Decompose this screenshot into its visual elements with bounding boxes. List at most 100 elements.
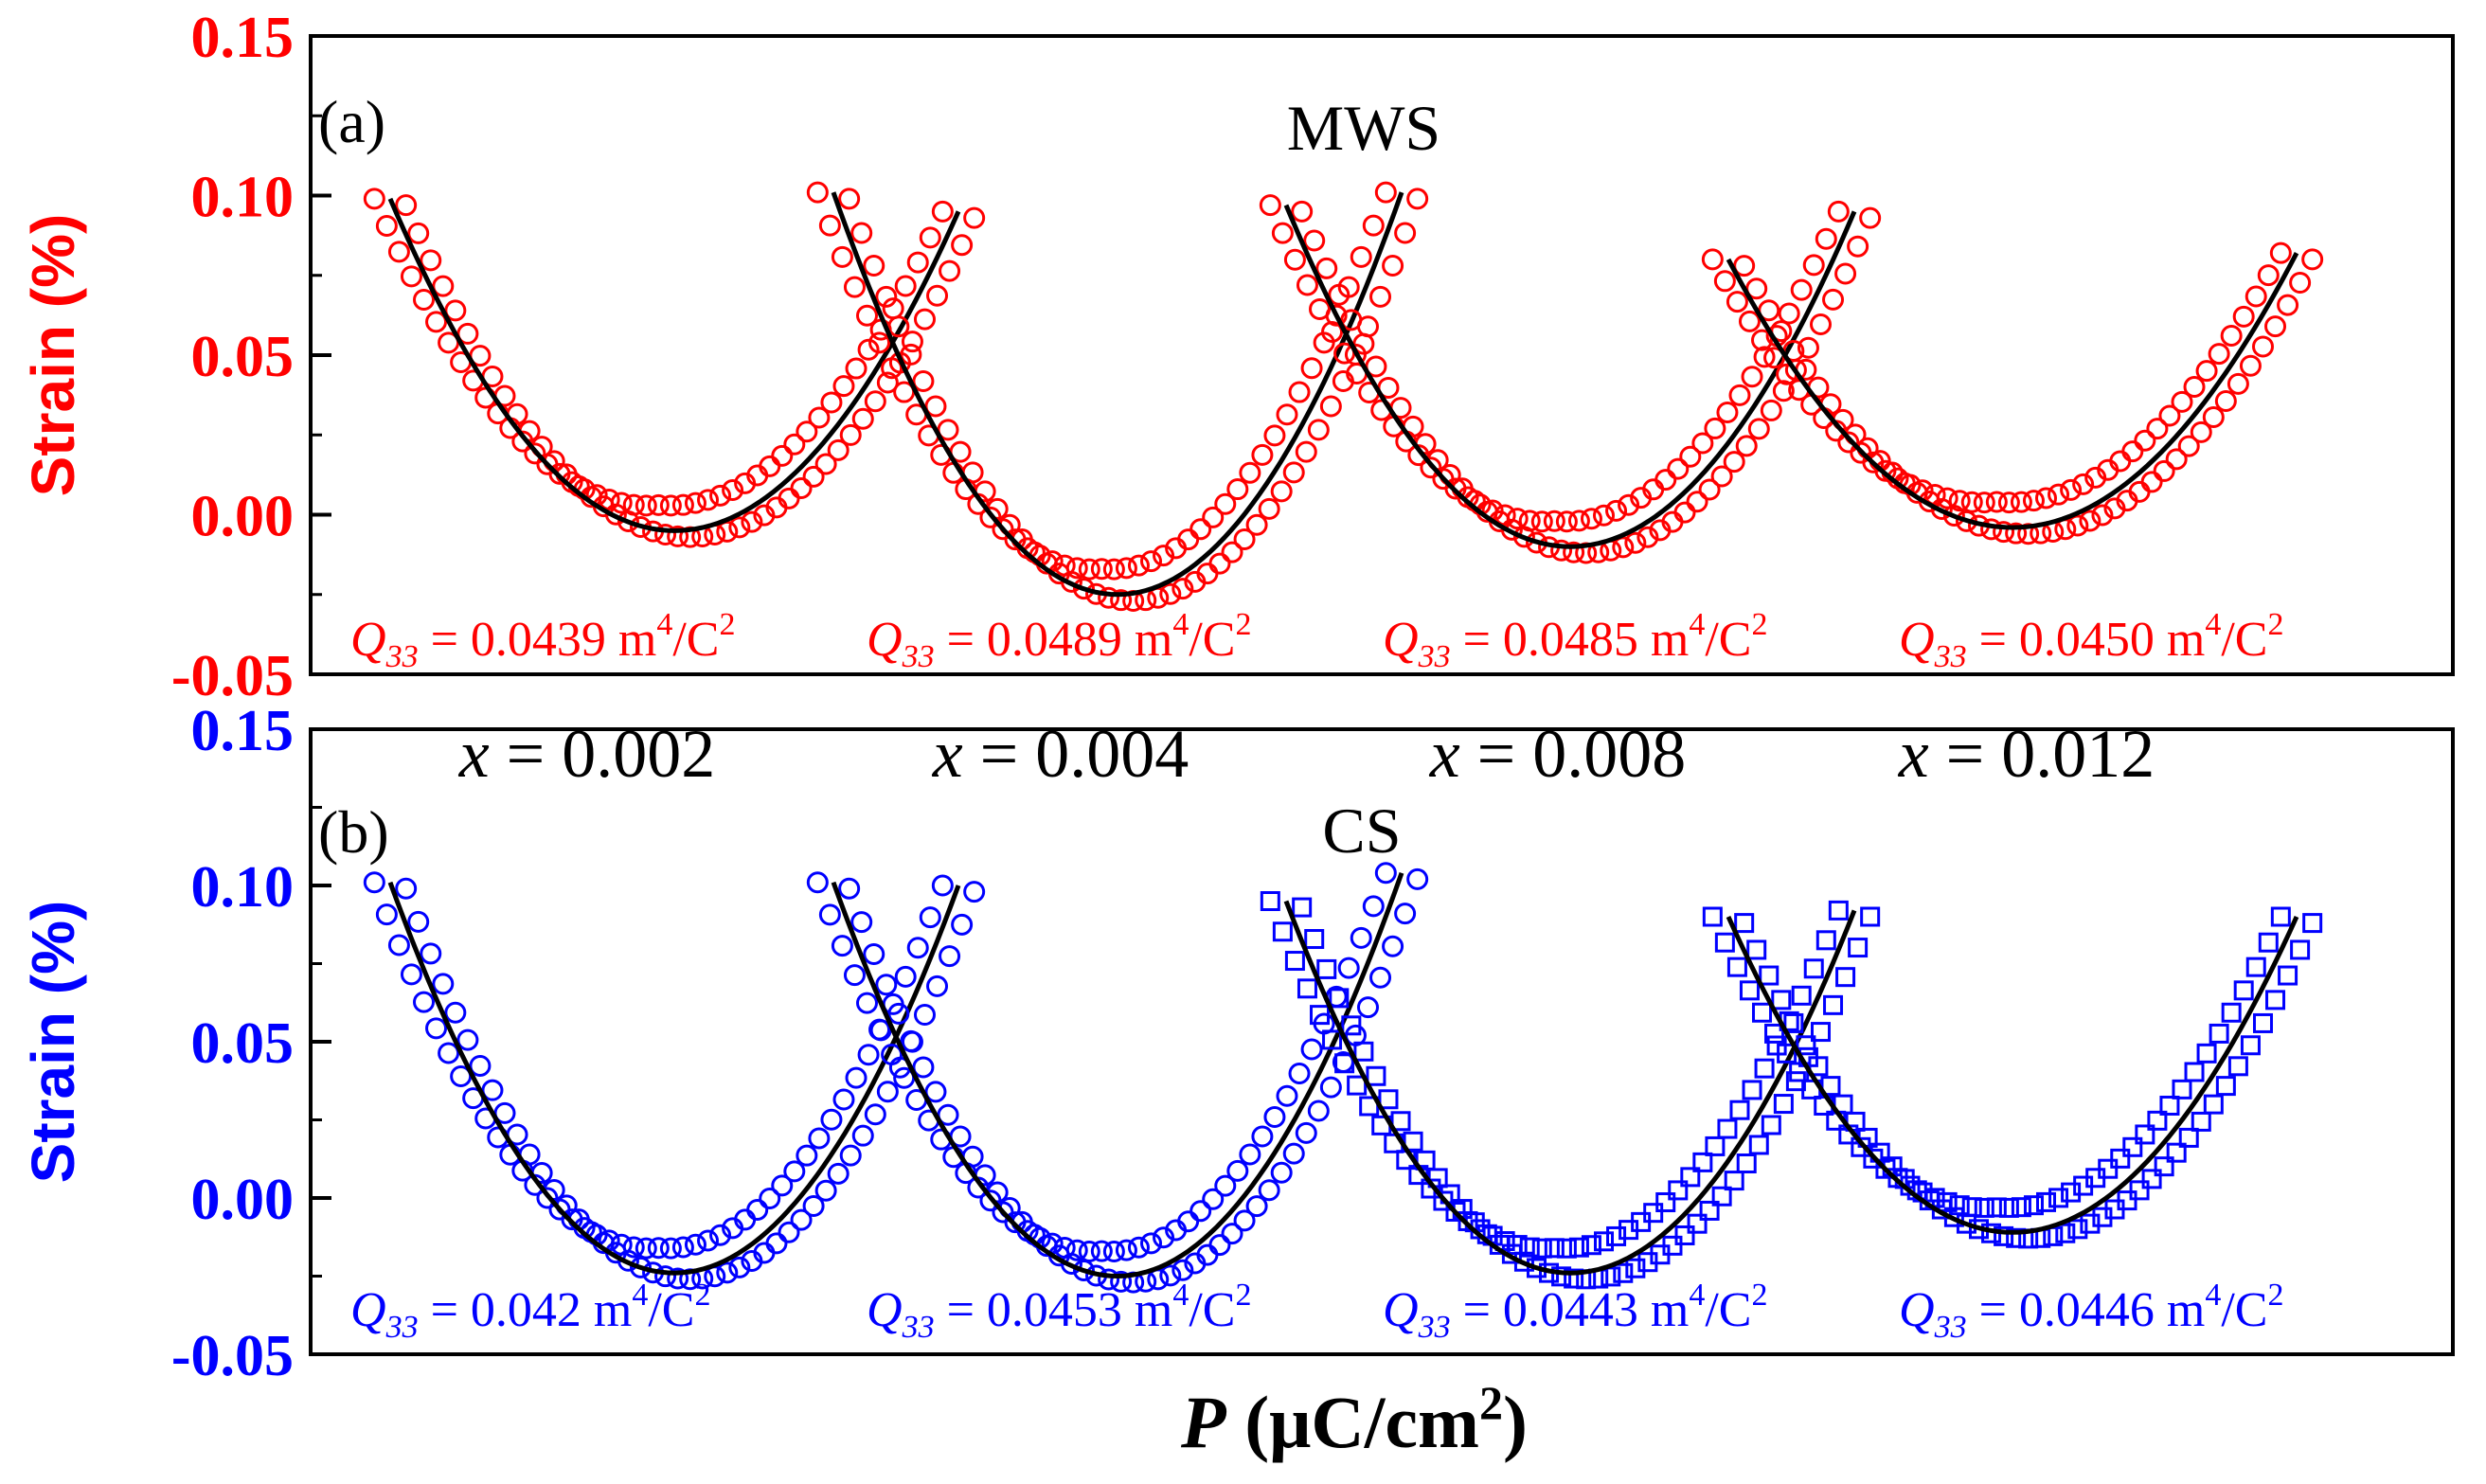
data-point: [1362, 895, 1385, 918]
data-point: [1140, 550, 1163, 573]
data-point: [438, 1042, 460, 1064]
data-point: [901, 331, 923, 353]
data-point: [1797, 336, 1819, 359]
data-point: [1283, 248, 1306, 271]
data-point: [2177, 435, 2200, 457]
data-point: [2110, 1148, 2131, 1169]
data-point: [1625, 1258, 1646, 1278]
data-point: [1270, 480, 1293, 503]
data-point: [1098, 586, 1120, 609]
data-point: [387, 934, 410, 957]
y-tick-label: 0.00: [191, 485, 295, 549]
data-point: [894, 965, 917, 988]
data-point: [1352, 332, 1375, 355]
y-tick-label: 0.00: [191, 1168, 295, 1232]
data-point: [2140, 471, 2163, 493]
data-point: [1251, 1125, 1274, 1148]
y-tick-label: 0.10: [191, 166, 295, 230]
data-point: [931, 874, 954, 897]
data-point: [697, 1229, 720, 1252]
data-point: [610, 1233, 633, 1256]
data-point: [375, 215, 398, 238]
data-point: [1728, 384, 1751, 406]
data-point: [1369, 285, 1392, 308]
data-point: [2183, 376, 2206, 399]
data-point: [765, 1232, 788, 1255]
data-point: [1276, 403, 1298, 426]
data-point: [864, 1103, 886, 1126]
y-axis-label: Strain (%): [19, 901, 87, 1184]
composition-labels: x = 0.002 x = 0.004 x = 0.008 x = 0.012: [458, 716, 2155, 792]
data-point: [806, 871, 829, 894]
data-point: [2195, 360, 2218, 383]
data-point: [511, 430, 534, 453]
data-point: [469, 1054, 492, 1077]
data-point: [1221, 541, 1243, 563]
data-point: [1307, 1100, 1330, 1122]
data-point: [1874, 459, 1897, 482]
data-point: [413, 991, 436, 1013]
data-point: [1433, 1190, 1454, 1211]
data-point: [939, 259, 961, 282]
panel-title: CS: [1322, 795, 1401, 867]
data-point: [1808, 1056, 1829, 1077]
data-point: [635, 494, 657, 517]
data-point: [864, 390, 886, 413]
data-point: [1723, 451, 1745, 474]
data-point: [1662, 1235, 1683, 1256]
x-axis-label: P (μC/cm2): [1180, 1376, 1528, 1463]
data-point: [863, 942, 885, 965]
data-point: [1593, 504, 1616, 527]
data-point: [1796, 1035, 1816, 1056]
data-point: [1713, 270, 1736, 293]
data-point: [1350, 926, 1372, 949]
data-point: [1612, 536, 1635, 559]
data-point: [1636, 526, 1659, 548]
data-point: [456, 322, 479, 345]
q33-annotation: Q33 = 0.0489 m4/C2: [867, 607, 1251, 674]
data-point: [2202, 405, 2225, 428]
data-point: [850, 911, 873, 934]
data-point: [420, 249, 442, 272]
y-tick-label: -0.05: [171, 1324, 294, 1388]
data-point: [1530, 510, 1553, 533]
data-point: [1772, 380, 1795, 402]
data-point: [951, 234, 974, 257]
data-point: [654, 1265, 677, 1288]
data-point: [2080, 1213, 2101, 1234]
data-point: [1374, 862, 1397, 885]
data-point: [1494, 1231, 1515, 1252]
data-point: [1272, 921, 1293, 942]
data-point: [1860, 906, 1881, 927]
q33-annotation: Q33 = 0.0450 m4/C2: [1899, 607, 2283, 674]
data-point: [868, 331, 891, 354]
data-point: [2011, 1197, 2031, 1218]
data-point: [2158, 404, 2181, 427]
fit-curve: [1726, 915, 2299, 1235]
data-point: [790, 476, 813, 499]
data-point: [1263, 1105, 1286, 1128]
data-point: [2159, 1095, 2180, 1116]
data-point: [1753, 346, 1776, 368]
data-point: [1937, 1191, 1958, 1212]
data-point: [2214, 389, 2237, 412]
data-point: [1288, 1062, 1311, 1084]
data-point: [1319, 1076, 1342, 1099]
data-point: [1973, 492, 1995, 514]
data-point: [407, 910, 430, 933]
data-point: [887, 1002, 910, 1025]
data-point: [790, 1208, 813, 1231]
q33-annotation: Q33 = 0.0485 m4/C2: [1383, 607, 1767, 674]
data-point: [931, 200, 954, 223]
data-point: [1221, 1223, 1243, 1245]
data-point: [395, 194, 418, 217]
data-point: [963, 881, 986, 903]
data-point: [951, 913, 974, 936]
data-point: [709, 484, 732, 507]
data-point: [881, 357, 903, 380]
data-point: [1960, 491, 1983, 513]
data-point: [2302, 913, 2323, 934]
data-point: [1493, 504, 1516, 527]
series-1: [363, 188, 986, 548]
data-point: [1245, 1195, 1268, 1218]
